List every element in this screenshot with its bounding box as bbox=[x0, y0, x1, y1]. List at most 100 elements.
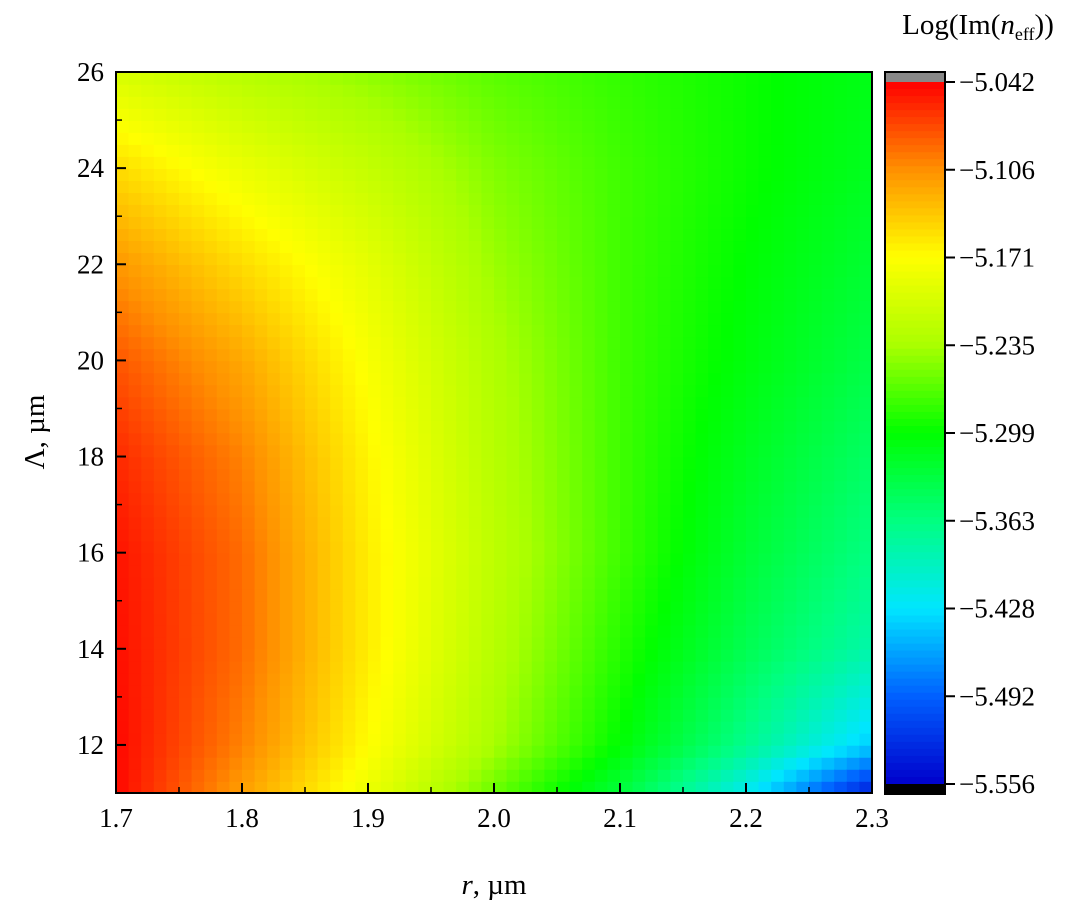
heat-cell bbox=[859, 564, 872, 578]
heat-cell bbox=[166, 312, 180, 326]
heat-cell bbox=[305, 168, 319, 181]
heat-cell bbox=[355, 96, 369, 109]
heat-cell bbox=[569, 144, 583, 157]
heat-cell bbox=[657, 228, 672, 242]
heat-cell bbox=[494, 228, 508, 242]
heat-cell bbox=[821, 324, 835, 338]
heat-cell bbox=[153, 360, 168, 374]
heat-cell bbox=[292, 468, 306, 482]
heat-cell bbox=[242, 612, 256, 626]
heat-cell bbox=[418, 396, 432, 410]
heat-cell bbox=[809, 192, 823, 205]
heat-cell bbox=[204, 600, 218, 614]
heat-cell bbox=[179, 216, 193, 230]
heat-cell bbox=[468, 576, 483, 590]
heat-cell bbox=[330, 288, 344, 302]
heat-cell bbox=[456, 684, 470, 698]
heat-cell bbox=[355, 456, 369, 470]
heat-cell bbox=[834, 96, 848, 109]
heat-cell bbox=[179, 324, 193, 338]
heat-cell bbox=[380, 528, 394, 542]
heat-cell bbox=[758, 384, 772, 398]
heat-cell bbox=[594, 252, 609, 266]
heat-cell bbox=[342, 132, 357, 145]
heat-cell bbox=[506, 168, 520, 181]
heat-cell bbox=[771, 660, 785, 674]
heat-cell bbox=[746, 732, 760, 746]
heat-cell bbox=[569, 324, 583, 338]
colorbar-band bbox=[885, 383, 945, 392]
heat-cell bbox=[746, 540, 760, 554]
heat-cell bbox=[821, 588, 835, 602]
heat-cell bbox=[771, 312, 785, 326]
heat-cell bbox=[783, 120, 798, 133]
heat-cell bbox=[393, 672, 407, 686]
heat-cell bbox=[292, 180, 306, 193]
heat-cell bbox=[393, 444, 407, 458]
heat-cell bbox=[733, 420, 747, 434]
heat-cell bbox=[620, 312, 634, 326]
heat-cell bbox=[746, 252, 760, 266]
colorbar-tick-label: −5.235 bbox=[959, 330, 1035, 360]
heat-cell bbox=[254, 180, 268, 193]
heat-cell bbox=[116, 132, 130, 145]
heat-cell bbox=[166, 456, 180, 470]
heat-cell bbox=[443, 456, 457, 470]
heat-cell bbox=[191, 228, 205, 242]
heat-cell bbox=[733, 660, 747, 674]
heat-cell bbox=[859, 600, 872, 614]
heat-cell bbox=[859, 360, 872, 374]
heat-cell bbox=[720, 204, 735, 217]
heat-cell bbox=[569, 480, 583, 494]
heat-cell bbox=[859, 588, 872, 602]
heat-cell bbox=[809, 600, 823, 614]
heat-cell bbox=[267, 216, 281, 230]
heat-cell bbox=[179, 552, 193, 566]
heat-cell bbox=[594, 204, 609, 217]
heat-cell bbox=[279, 504, 294, 518]
heat-cell bbox=[519, 492, 533, 506]
heat-cell bbox=[821, 528, 835, 542]
colorbar-band bbox=[885, 250, 945, 259]
heat-cell bbox=[355, 516, 369, 530]
heat-cell bbox=[506, 492, 520, 506]
heat-cell bbox=[267, 744, 281, 758]
heat-cell bbox=[418, 708, 432, 722]
heat-cell bbox=[153, 780, 168, 793]
heat-cell bbox=[216, 120, 231, 133]
heat-cell bbox=[494, 756, 508, 770]
heat-cell bbox=[418, 384, 432, 398]
heat-cell bbox=[305, 288, 319, 302]
heat-cell bbox=[128, 708, 142, 722]
heat-cell bbox=[330, 720, 344, 734]
heat-cell bbox=[708, 108, 722, 121]
heat-cell bbox=[317, 504, 331, 518]
heat-cell bbox=[166, 228, 180, 242]
heat-cell bbox=[758, 240, 772, 254]
heat-cell bbox=[607, 708, 621, 722]
heat-cell bbox=[242, 120, 256, 133]
heat-cell bbox=[380, 408, 394, 422]
heat-cell bbox=[632, 636, 646, 650]
heat-cell bbox=[670, 336, 684, 350]
heat-cell bbox=[821, 564, 835, 578]
heat-cell bbox=[418, 252, 432, 266]
heat-cell bbox=[620, 684, 634, 698]
heat-cell bbox=[292, 432, 306, 446]
heat-cell bbox=[720, 336, 735, 350]
heat-cell bbox=[229, 540, 243, 554]
heat-cell bbox=[733, 216, 747, 230]
heat-cell bbox=[267, 300, 281, 314]
heat-cell bbox=[645, 240, 659, 254]
heat-cell bbox=[380, 348, 394, 362]
heat-cell bbox=[216, 684, 231, 698]
heat-cell bbox=[657, 708, 672, 722]
heat-cell bbox=[695, 276, 709, 290]
heat-cell bbox=[242, 468, 256, 482]
heat-cell bbox=[569, 564, 583, 578]
heat-cell bbox=[443, 480, 457, 494]
heat-cell bbox=[292, 228, 306, 242]
heat-cell bbox=[216, 264, 231, 278]
heat-cell bbox=[405, 84, 420, 97]
heat-cell bbox=[733, 240, 747, 254]
